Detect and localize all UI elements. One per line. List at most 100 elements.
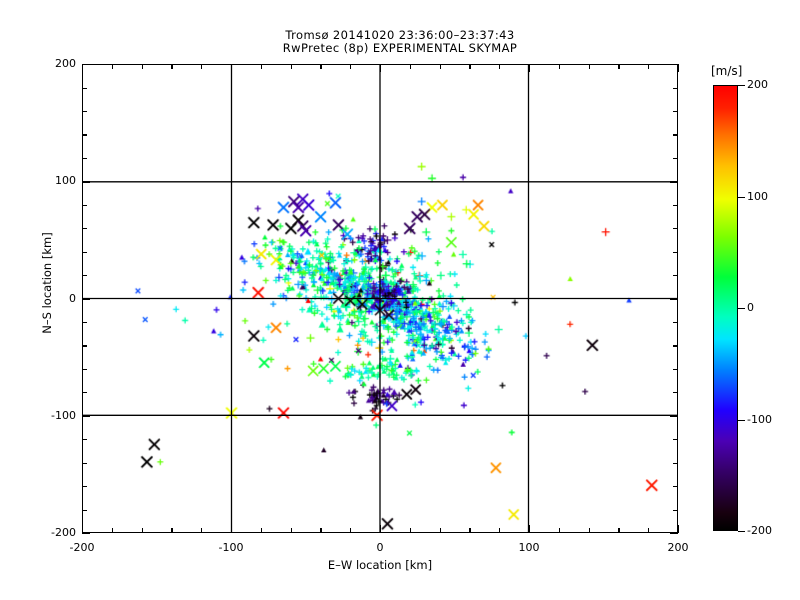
x-tick <box>558 528 560 533</box>
y-tick-right <box>673 392 678 394</box>
x-tick <box>82 525 84 533</box>
y-tick-right <box>673 509 678 511</box>
y-axis-label: N–S location [km] <box>40 232 54 334</box>
x-tick <box>320 528 322 533</box>
y-tick-label: -100 <box>51 408 76 422</box>
colorbar-tick <box>738 419 745 421</box>
x-tick <box>529 525 531 533</box>
y-tick <box>82 345 87 347</box>
x-tick <box>260 528 262 533</box>
y-tick <box>82 251 87 253</box>
x-tick <box>380 525 382 533</box>
x-tick-label: 0 <box>376 541 384 554</box>
x-tick <box>588 528 590 533</box>
x-tick <box>231 525 233 533</box>
x-tick-label: -100 <box>218 541 244 554</box>
y-tick-right <box>673 228 678 230</box>
x-tick-top <box>618 64 620 69</box>
y-tick-right <box>673 134 678 136</box>
x-tick <box>201 528 203 533</box>
colorbar-tick <box>738 308 745 310</box>
x-tick <box>290 528 292 533</box>
y-tick <box>82 181 90 183</box>
x-tick-top <box>231 64 233 72</box>
x-axis-label: E–W location [km] <box>327 558 433 572</box>
y-tick-right <box>673 110 678 113</box>
x-tick <box>141 528 143 533</box>
y-tick <box>82 298 90 300</box>
x-tick <box>648 528 650 533</box>
x-tick <box>111 528 113 533</box>
x-tick-top <box>439 64 441 69</box>
x-tick <box>171 528 173 533</box>
y-tick <box>82 110 87 113</box>
colorbar: [m/s] 200 100 0 -100 -200 <box>711 64 799 537</box>
y-tick-right <box>673 462 678 464</box>
x-tick-label: 100 <box>518 541 540 554</box>
y-tick-right <box>673 204 678 206</box>
colorbar-tick-label: 100 <box>747 189 768 203</box>
y-tick <box>82 228 87 230</box>
colorbar-gradient <box>713 85 738 531</box>
x-tick-top <box>558 64 560 69</box>
x-tick-top <box>260 64 262 69</box>
plot-area <box>82 64 678 533</box>
x-tick <box>618 528 620 533</box>
y-tick-label: 0 <box>69 291 76 305</box>
colorbar-tick-label: 0 <box>747 301 754 314</box>
y-tick-label: 200 <box>55 57 76 70</box>
y-tick-right <box>673 321 678 324</box>
y-tick <box>82 87 87 89</box>
y-tick-right <box>673 275 678 277</box>
x-tick-top <box>588 64 590 69</box>
y-tick <box>82 486 87 488</box>
y-tick <box>82 321 87 324</box>
x-tick-top <box>678 64 680 72</box>
y-tick-right <box>673 87 678 89</box>
y-tick-right <box>670 415 678 418</box>
y-tick <box>82 392 87 394</box>
x-tick-top <box>350 64 352 69</box>
y-tick <box>82 368 87 371</box>
figure-title-line-2: RwPretec (8p) EXPERIMENTAL SKYMAP <box>282 41 518 55</box>
x-tick-top <box>409 64 411 69</box>
colorbar-tick-label: -100 <box>747 412 772 426</box>
y-tick <box>82 415 90 418</box>
y-tick <box>82 275 87 277</box>
x-tick-top <box>201 64 203 69</box>
y-tick-label: 100 <box>55 174 76 188</box>
y-tick-right <box>670 533 678 535</box>
x-tick <box>499 528 501 533</box>
y-tick-right <box>673 157 678 159</box>
x-tick <box>469 528 471 533</box>
x-tick-top <box>648 64 650 69</box>
x-tick-top <box>171 64 173 69</box>
x-tick-top <box>380 64 382 72</box>
y-tick <box>82 509 87 511</box>
y-tick-right <box>673 345 678 347</box>
y-tick-right <box>670 181 678 183</box>
colorbar-tick <box>738 85 745 87</box>
x-tick <box>350 528 352 533</box>
y-tick <box>82 134 87 136</box>
colorbar-unit-label: [m/s] <box>711 64 743 78</box>
figure-title-line-1: Tromsø 20141020 23:36:00–23:37:43 <box>285 28 515 42</box>
y-tick-right <box>673 439 678 441</box>
x-tick <box>409 528 411 533</box>
x-tick-label: -200 <box>69 541 95 554</box>
y-tick <box>82 157 87 159</box>
x-tick-top <box>320 64 322 69</box>
colorbar-tick <box>738 196 745 198</box>
x-tick-label: 200 <box>667 541 689 554</box>
colorbar-tick-label: -200 <box>747 524 772 537</box>
x-tick-top <box>469 64 471 69</box>
y-tick-right <box>673 368 678 371</box>
y-tick-right <box>673 486 678 488</box>
x-tick-top <box>290 64 292 69</box>
y-tick-right <box>670 298 678 300</box>
y-tick-right <box>673 251 678 253</box>
y-tick-right <box>670 64 678 66</box>
colorbar-tick-label: 200 <box>747 78 768 91</box>
y-tick <box>82 533 90 535</box>
x-tick <box>678 525 680 533</box>
